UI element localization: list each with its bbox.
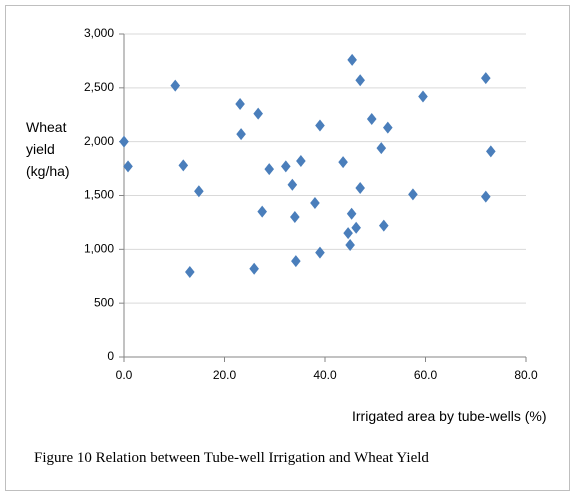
x-tick-label: 80.0	[514, 368, 538, 382]
point	[486, 145, 496, 158]
point	[418, 90, 428, 103]
x-tick-label: 60.0	[414, 368, 438, 382]
caption: Figure 10 Relation between Tube-well Irr…	[34, 450, 429, 466]
point	[315, 119, 325, 132]
y-tick-label: 2,500	[84, 80, 114, 94]
chart-frame	[5, 5, 570, 491]
y-tick-label: 1,500	[84, 188, 114, 202]
point	[376, 142, 387, 155]
point	[345, 239, 355, 252]
point	[178, 159, 189, 172]
point	[315, 246, 325, 259]
point	[310, 197, 320, 210]
y-tick-label: 500	[94, 295, 114, 309]
y-tick-label: 2,000	[84, 134, 114, 148]
point	[123, 160, 133, 173]
point	[355, 181, 365, 194]
point	[264, 163, 275, 176]
y-tick-label: 1,000	[84, 242, 114, 256]
y-tick-label: 0	[107, 349, 114, 363]
point	[347, 53, 357, 66]
point	[287, 178, 298, 191]
point	[291, 255, 301, 268]
point	[194, 185, 204, 198]
point	[366, 113, 377, 126]
point	[236, 128, 246, 141]
point	[257, 205, 267, 218]
point	[481, 72, 491, 85]
point	[378, 219, 389, 232]
point	[253, 107, 263, 120]
point	[355, 74, 365, 87]
point	[235, 97, 245, 110]
point	[383, 121, 393, 134]
y-axis-label: Wheat yield (kg/ha)	[26, 119, 70, 179]
point	[119, 135, 129, 148]
point	[338, 156, 348, 169]
point	[481, 190, 491, 203]
point	[281, 160, 291, 173]
y-tick-label: 3,000	[84, 26, 114, 40]
x-tick-label: 40.0	[313, 368, 337, 382]
point	[343, 227, 353, 240]
point	[170, 79, 181, 92]
point	[346, 207, 357, 220]
point	[296, 155, 306, 168]
point	[249, 262, 259, 275]
point	[185, 265, 195, 278]
point	[408, 188, 418, 201]
point	[351, 221, 361, 234]
x-tick-label: 0.0	[116, 368, 133, 382]
x-axis-label: Irrigated area by tube-wells (%)	[352, 408, 547, 424]
x-tick-label: 20.0	[213, 368, 237, 382]
point	[290, 211, 300, 224]
